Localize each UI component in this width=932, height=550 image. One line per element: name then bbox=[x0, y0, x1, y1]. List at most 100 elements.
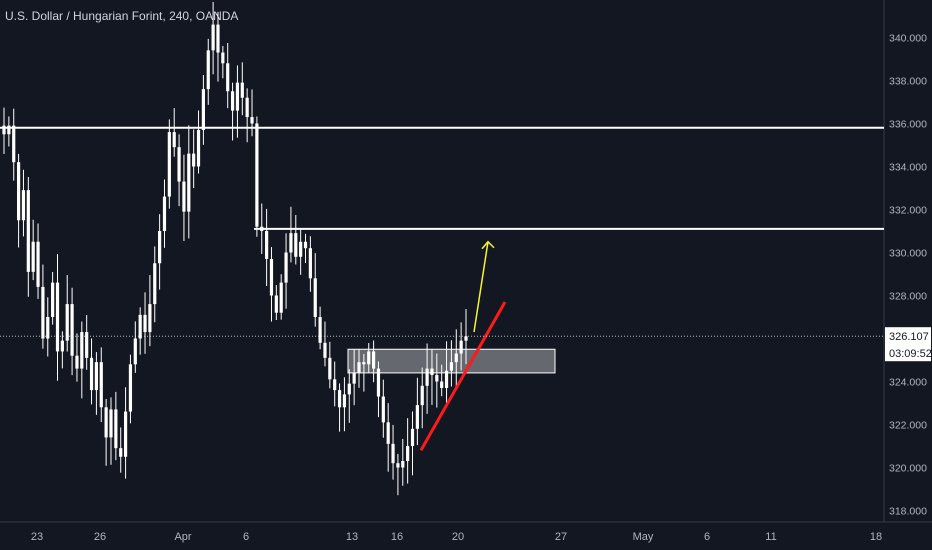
candle bbox=[328, 341, 332, 389]
candle bbox=[255, 116, 259, 237]
time-tick-label: Apr bbox=[174, 531, 191, 543]
price-axis[interactable]: 342.000 340.000 338.000 336.000 334.000 332.0… bbox=[889, 0, 927, 518]
candle bbox=[245, 88, 249, 143]
time-tick-label: 11 bbox=[765, 531, 776, 543]
candle bbox=[41, 264, 45, 349]
candle bbox=[89, 338, 94, 405]
candle bbox=[31, 219, 35, 281]
price-tick-label: 340.000 bbox=[889, 33, 927, 45]
projection-arrow bbox=[473, 241, 489, 333]
candle bbox=[2, 107, 6, 154]
candle bbox=[80, 321, 84, 399]
candle bbox=[357, 349, 361, 388]
candle bbox=[138, 307, 142, 355]
candle bbox=[303, 233, 308, 264]
price-tick-label: 328.000 bbox=[889, 291, 927, 303]
candle bbox=[60, 331, 64, 369]
candle bbox=[299, 228, 303, 275]
time-tick-label: 23 bbox=[31, 531, 43, 543]
time-tick-label: 27 bbox=[555, 531, 567, 543]
time-tick-label: 16 bbox=[391, 531, 403, 543]
time-tick-label: 6 bbox=[243, 531, 249, 543]
candle bbox=[406, 418, 410, 484]
candle bbox=[313, 253, 317, 327]
support-zone-box bbox=[347, 348, 556, 374]
candle bbox=[114, 391, 118, 461]
candle bbox=[128, 354, 133, 424]
candle bbox=[192, 129, 196, 189]
time-tick-label: May bbox=[633, 531, 654, 543]
candle bbox=[133, 321, 137, 373]
candle bbox=[459, 322, 463, 371]
candle bbox=[46, 297, 50, 357]
candle bbox=[70, 287, 74, 376]
candle bbox=[158, 214, 162, 290]
price-tick-label: 338.000 bbox=[889, 76, 927, 88]
candle bbox=[7, 116, 11, 147]
candle bbox=[104, 398, 108, 466]
candle bbox=[308, 236, 312, 292]
price-tick-label: 332.000 bbox=[889, 205, 927, 217]
candle bbox=[289, 206, 293, 263]
price-tick-label: 320.000 bbox=[889, 463, 927, 475]
candle bbox=[367, 342, 371, 373]
price-tag-countdown: 03:09:52 bbox=[889, 348, 932, 360]
candle bbox=[148, 275, 152, 347]
price-tick-label: 318.000 bbox=[889, 506, 927, 518]
candle bbox=[279, 274, 283, 320]
time-tick-label: 13 bbox=[346, 531, 358, 543]
candle bbox=[55, 253, 60, 381]
candle bbox=[342, 377, 347, 432]
candle bbox=[318, 306, 322, 350]
price-tag-box bbox=[885, 327, 931, 362]
candle bbox=[284, 233, 288, 309]
candle bbox=[352, 349, 356, 406]
candle bbox=[221, 45, 225, 79]
candle bbox=[177, 134, 181, 207]
candle bbox=[435, 353, 439, 408]
candle bbox=[396, 453, 400, 496]
candle bbox=[323, 321, 327, 367]
price-tick-label: 330.000 bbox=[889, 248, 927, 260]
candle bbox=[85, 315, 89, 370]
price-tick-label: 322.000 bbox=[889, 420, 927, 432]
candle bbox=[269, 247, 274, 322]
candle bbox=[230, 82, 235, 141]
candle bbox=[211, 1, 215, 75]
price-tick-label: 342.000 bbox=[889, 0, 927, 2]
candle bbox=[94, 352, 98, 415]
candle bbox=[381, 379, 385, 438]
price-tag-value: 326.107 bbox=[889, 331, 929, 343]
candles-series bbox=[2, 1, 468, 496]
candle bbox=[401, 438, 405, 486]
candle bbox=[51, 271, 55, 325]
candle bbox=[274, 285, 278, 321]
candle bbox=[187, 125, 191, 239]
candle bbox=[172, 108, 176, 157]
candle bbox=[235, 65, 240, 138]
candle bbox=[454, 329, 458, 388]
candle bbox=[216, 11, 220, 82]
time-tick-label: 6 bbox=[704, 531, 710, 543]
candle bbox=[26, 176, 30, 297]
candle bbox=[420, 367, 424, 429]
candle bbox=[337, 383, 342, 432]
time-tick-label: 20 bbox=[452, 531, 464, 543]
candle bbox=[75, 333, 79, 382]
candle bbox=[12, 108, 16, 181]
candle bbox=[36, 223, 40, 299]
last-price-tag: 326.107 03:09:52 bbox=[885, 327, 932, 362]
candle bbox=[99, 347, 103, 423]
candle bbox=[391, 424, 395, 480]
drawings-layer bbox=[0, 126, 884, 452]
price-tick-label: 334.000 bbox=[889, 162, 927, 174]
candle bbox=[376, 361, 381, 418]
price-tick-label: 336.000 bbox=[889, 119, 927, 131]
candle bbox=[201, 74, 205, 145]
candle bbox=[153, 246, 157, 323]
time-axis[interactable]: 23 26 Apr 6 13 16 20 27 May 6 11 18 bbox=[31, 531, 882, 543]
candle bbox=[196, 110, 201, 174]
